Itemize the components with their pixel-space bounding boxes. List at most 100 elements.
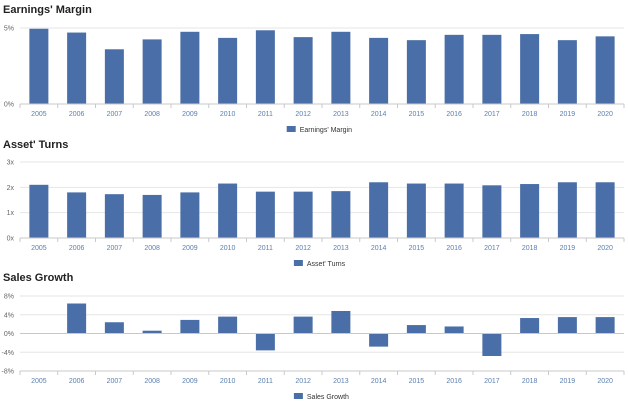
x-tick-label: 2009 [182,378,198,385]
bar [293,37,313,105]
bar [406,325,426,334]
y-tick-label: 5% [4,26,14,33]
bar [482,34,502,105]
bar [142,194,162,238]
x-tick-label: 2019 [560,245,576,252]
bar [520,184,540,238]
x-tick-label: 2007 [107,378,123,385]
sales-growth-title: Sales Growth [3,272,74,284]
bar [255,333,275,351]
bar [293,191,313,238]
bar [331,31,351,104]
x-tick-label: 2018 [522,378,538,385]
y-tick-label: 1x [7,210,15,217]
x-tick-label: 2017 [484,111,500,118]
x-tick-label: 2017 [484,378,500,385]
bar [142,330,162,334]
bar [67,303,87,334]
x-tick-label: 2008 [144,245,160,252]
earnings-margin-title: Earnings' Margin [3,4,92,16]
bar [218,183,238,238]
x-tick-label: 2017 [484,245,500,252]
x-tick-label: 2013 [333,378,349,385]
bar [67,32,87,104]
x-tick-label: 2020 [597,111,613,118]
bar [104,194,124,238]
x-tick-label: 2015 [409,378,425,385]
x-tick-label: 2008 [144,378,160,385]
bar [482,333,502,356]
x-tick-label: 2019 [560,378,576,385]
legend-swatch [293,393,303,399]
y-tick-label: 8% [4,294,14,301]
x-tick-label: 2006 [69,378,85,385]
bar [29,184,49,238]
bar [557,40,577,104]
bar [369,333,389,347]
asset-turns-chart: 0x 1x 2x 3x 2005 2006 2007 2008 2009 2010 2011 2012… [7,160,625,268]
x-tick-label: 2006 [69,111,85,118]
legend-label: Earnings' Margin [300,127,352,134]
bar [369,182,389,238]
x-tick-label: 2015 [409,111,425,118]
x-tick-label: 2016 [446,111,462,118]
bar [444,326,464,334]
x-tick-label: 2014 [371,245,387,252]
bar [557,182,577,238]
y-tick-label: 0% [4,331,14,338]
bar [104,49,124,104]
x-tick-label: 2011 [258,378,273,385]
x-tick-label: 2005 [31,111,47,118]
x-tick-label: 2010 [220,111,236,118]
x-tick-label: 2019 [560,111,576,118]
x-tick-label: 2013 [333,111,349,118]
bar [482,185,502,238]
x-tick-label: 2009 [182,245,198,252]
bar [406,183,426,238]
x-tick-label: 2010 [220,378,236,385]
y-tick-label: 3x [7,160,15,167]
bar [331,191,351,238]
bar [218,37,238,104]
x-tick-label: 2013 [333,245,349,252]
bar [369,37,389,104]
x-tick-label: 2018 [522,245,538,252]
bar [180,192,200,238]
x-tick-label: 2012 [295,111,311,118]
x-tick-label: 2011 [258,111,273,118]
bar [444,34,464,105]
bar [180,31,200,104]
y-tick-label: 2x [7,185,15,192]
y-tick-label: -8% [2,369,14,376]
y-tick-label: -4% [2,350,14,357]
x-tick-label: 2010 [220,245,236,252]
bar [180,319,200,334]
bar [104,322,124,334]
bar [406,40,426,104]
x-tick-label: 2016 [446,378,462,385]
x-tick-label: 2015 [409,245,425,252]
x-tick-label: 2016 [446,245,462,252]
x-tick-label: 2020 [597,245,613,252]
bar [293,316,313,334]
x-tick-label: 2006 [69,245,85,252]
x-tick-label: 2018 [522,111,538,118]
bar [29,28,49,104]
bar [557,317,577,334]
bar [595,36,615,104]
x-tick-label: 2008 [144,111,160,118]
x-tick-label: 2007 [107,245,123,252]
bar [520,318,540,334]
bar [255,30,275,105]
bar [67,192,87,238]
x-tick-label: 2009 [182,111,198,118]
bar [444,183,464,238]
x-tick-label: 2007 [107,111,123,118]
x-tick-label: 2014 [371,111,387,118]
bar [331,311,351,334]
bar [520,34,540,104]
bar [595,182,615,238]
y-tick-label: 0% [4,102,14,109]
y-tick-label: 0x [7,236,15,243]
x-tick-label: 2014 [371,378,387,385]
